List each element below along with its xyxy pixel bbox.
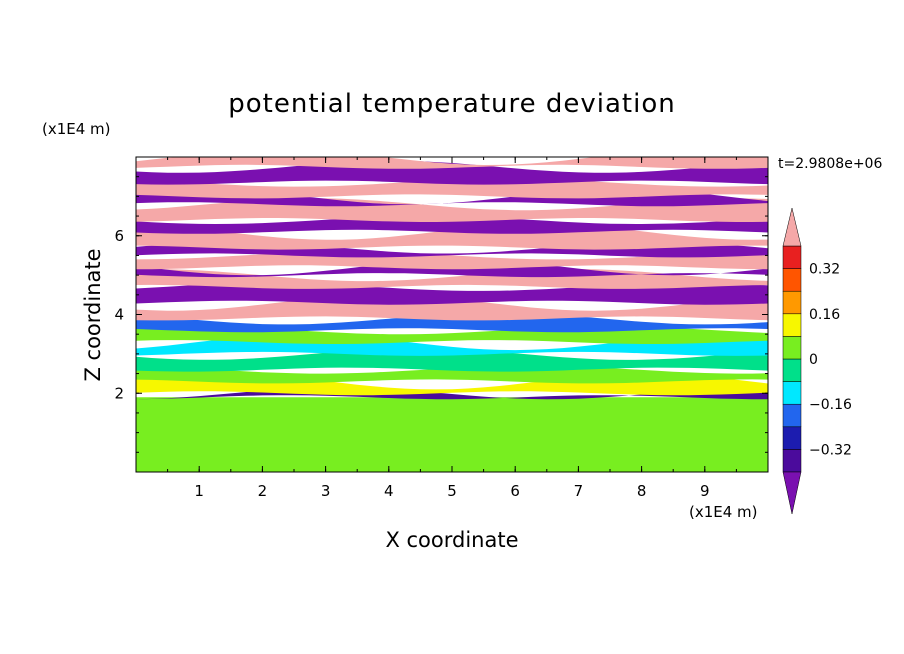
x-tick-label: 9 — [700, 482, 710, 500]
colorbar-swatch — [782, 336, 802, 360]
contour-band — [136, 397, 768, 472]
colorbar-label: 0.16 — [809, 307, 840, 323]
contour-band — [136, 312, 768, 333]
y-unit-label: (x1E4 m) — [42, 120, 111, 138]
colorbar-label: 0 — [809, 352, 818, 368]
colorbar-label: −0.32 — [809, 442, 852, 458]
x-tick-label: 7 — [574, 482, 584, 500]
y-axis-label: Z coordinate — [81, 248, 105, 381]
colorbar-swatch — [782, 313, 802, 337]
x-axis-ticks: 1 2 3 4 5 6 7 8 9 — [167, 157, 737, 500]
contour-band — [136, 160, 768, 185]
x-axis-label: X coordinate — [385, 528, 518, 552]
colorbar-swatch — [782, 449, 802, 473]
x-tick-label: 4 — [384, 482, 394, 500]
contour-band — [136, 216, 768, 234]
x-unit-label: (x1E4 m) — [689, 503, 758, 521]
colorbar-swatch — [782, 290, 802, 315]
contour-band — [136, 365, 768, 384]
chart-title: potential temperature deviation — [228, 89, 675, 119]
colorbar-swatch — [782, 426, 802, 450]
colorbar-over-triangle — [782, 207, 802, 247]
colorbar-swatch — [782, 381, 802, 405]
x-tick-label: 6 — [510, 482, 520, 500]
plot-area — [135, 156, 769, 473]
contour-band — [136, 178, 768, 199]
colorbar-swatch — [782, 268, 802, 292]
colorbar-label: −0.16 — [809, 397, 852, 413]
contour-band — [136, 347, 768, 372]
x-tick-label: 1 — [194, 482, 204, 500]
time-label: t=2.9808e+06 — [778, 156, 882, 172]
colorbar-swatch — [782, 245, 802, 269]
colorbar-under-triangle — [782, 471, 802, 515]
x-tick-label: 3 — [321, 482, 331, 500]
colorbar-swatch — [782, 358, 802, 382]
contour-band — [136, 251, 768, 270]
y-tick-label: 4 — [114, 306, 124, 324]
x-tick-label: 5 — [447, 482, 457, 500]
x-tick-label: 8 — [637, 482, 647, 500]
colorbar-swatch — [782, 403, 802, 428]
colorbar-label: 0.32 — [809, 262, 840, 278]
y-axis-ticks: 2 4 6 — [114, 176, 768, 453]
x-tick-label: 2 — [258, 482, 268, 500]
colorbar: 0.32 0.16 0 −0.16 −0.32 — [782, 207, 852, 515]
y-tick-label: 6 — [114, 227, 124, 245]
y-tick-label: 2 — [114, 384, 124, 402]
